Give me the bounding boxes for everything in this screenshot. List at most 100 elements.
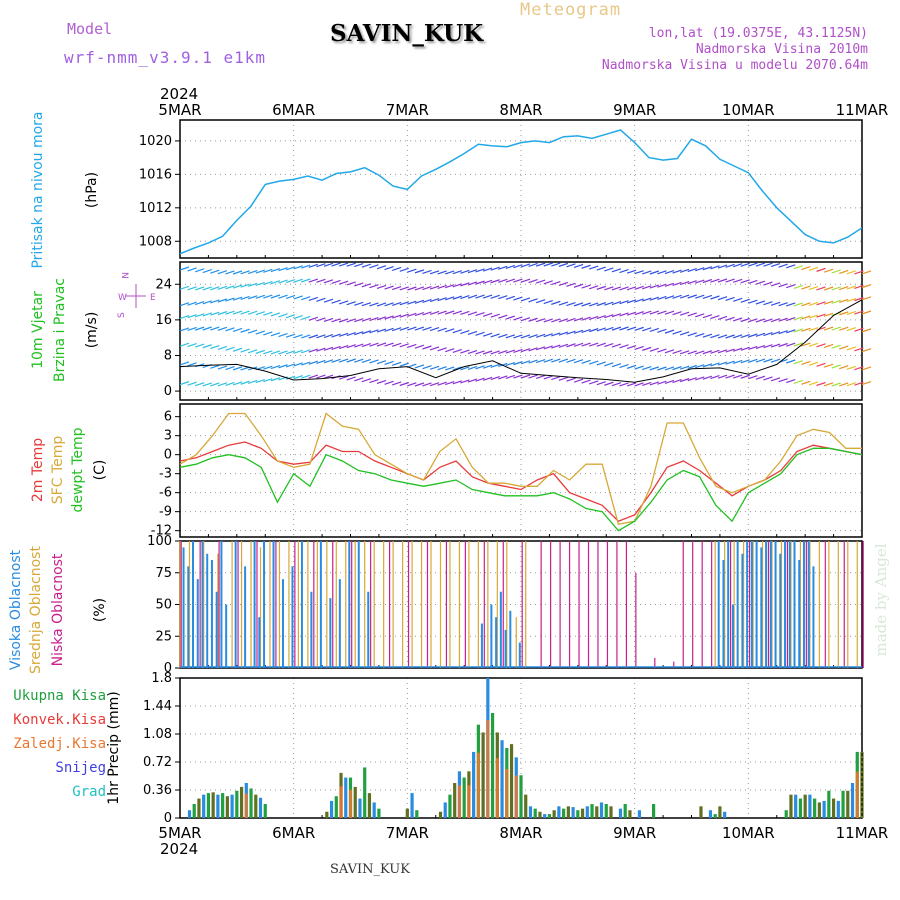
wind-barb [664,329,675,334]
wind-barb [346,376,356,381]
wind-barb [566,317,576,323]
wind-barb [854,270,864,275]
wind-barb [626,299,637,304]
wind-barb [748,279,758,284]
wind-barb [217,311,228,316]
precip-bar [254,794,258,818]
pressure-ylabel: Pritisak na nivou mora [30,111,46,268]
wind-barb [263,378,273,383]
wind-barb [391,342,402,347]
wind-barb [528,317,538,322]
wind-barb [695,364,705,369]
precip-bar [817,802,821,818]
wind-barb [240,380,250,385]
wind-barb [308,360,319,365]
wind-barb [452,366,462,371]
wind-barb [490,266,500,271]
wind-barbs [179,262,872,387]
wind-barb [573,329,584,334]
wind-barb [460,282,470,287]
precip-bar [329,800,334,818]
temp-ytick-label: 6 [164,410,172,425]
pressure-ytick-label: 1012 [139,201,172,216]
wind-barb [452,380,462,385]
precip-bar [538,811,542,818]
wind-barb [210,269,220,274]
wind-barb [604,267,614,272]
wind-barb [475,331,485,336]
wind-barb [445,366,455,371]
wind-barb [710,295,720,300]
wind-barb [687,280,697,285]
wind-barb [194,268,205,273]
wind-barb [407,343,417,348]
wind-barb [725,348,735,353]
wind-barb [573,263,584,269]
wind-barb [270,312,281,317]
wind-barb [520,374,531,379]
wind-barb [672,269,682,274]
wind-barb [316,278,326,283]
wind-barb [445,381,455,386]
wind-barb [316,374,326,379]
wind-barb [619,300,629,305]
wind-barb [520,278,531,283]
wind-barb [854,347,864,352]
wind-barb [278,332,288,338]
wind-barb [740,317,750,323]
wind-barb [717,278,728,283]
wind-barb [399,313,409,318]
wind-barb [498,278,508,283]
wind-barb [793,379,803,385]
wind-barb [513,361,523,366]
wind-barb [407,300,417,305]
precip-bar [822,800,826,818]
wind-barb [407,382,417,387]
wind-barb [528,347,538,352]
wind-barb [801,285,811,290]
wind-barb [384,327,394,332]
precip-bar [202,794,206,818]
wind-barb [187,362,197,367]
wind-barb [725,334,735,339]
wind-barb [278,294,288,299]
precip-bar [652,804,656,818]
wind-barb [346,281,356,286]
wind-barb [778,342,788,348]
wind-barb [338,262,349,267]
wind-barb [551,262,561,267]
wind-barb [808,314,819,319]
temp-ytick-label: -9 [159,505,172,520]
precip-ytick-label: 1.08 [143,727,172,742]
wind-barb [437,327,447,332]
wind-barb [732,297,743,302]
wind-barb [437,297,447,302]
wind-barb [611,343,622,348]
wind-barb [664,379,675,384]
wind-barb [490,279,500,284]
cloud-ylabel-high: Visoka Oblacnost [8,549,24,670]
wind-barb [551,300,561,305]
wind-barb [717,374,728,379]
precip-bar [472,751,476,818]
wind-barb [316,263,326,268]
precip-bar [604,804,608,818]
wind-barb [255,330,265,335]
wind-barb [429,346,440,351]
wind-frame [179,261,863,401]
wind-barb [460,294,470,300]
wind-barb [596,285,606,290]
wind-barb [748,262,758,267]
wind-barb [604,362,614,367]
wind-ytick-label: 24 [155,277,172,292]
wind-barb [490,350,500,355]
wind-barb [793,265,803,270]
wind-barb [543,333,553,338]
wind-barb [414,269,425,274]
wind-barb [255,269,265,274]
wind-barb [490,313,500,318]
wind-barb [505,278,516,283]
precip-bar [566,806,570,818]
precip-legend-1: Konvek.Kisa [13,712,106,728]
wind-barb [285,314,296,319]
